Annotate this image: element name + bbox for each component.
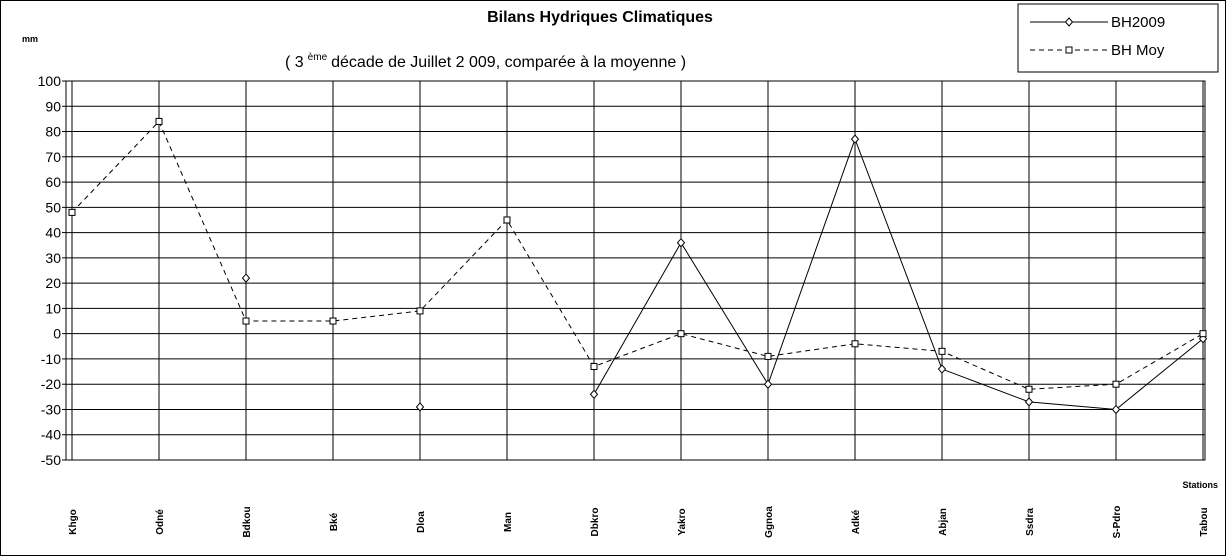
point-marker	[1064, 17, 1074, 27]
point-marker	[676, 237, 686, 248]
point-marker	[1065, 46, 1073, 54]
legend-label: BH Moy	[1111, 42, 1165, 59]
subtitle-start: ( 3	[285, 54, 304, 71]
point-marker	[329, 317, 337, 325]
point-marker	[677, 330, 685, 338]
y-tick-label: -40	[41, 427, 61, 443]
point-marker	[241, 273, 251, 283]
y-tick-label: 60	[45, 174, 61, 190]
y-tick-label: 50	[45, 199, 61, 215]
x-tick-label: Tabou	[1199, 507, 1210, 536]
y-tick-label: -30	[41, 401, 61, 417]
x-tick-label: Ssdra	[1025, 508, 1036, 536]
point-marker	[1111, 404, 1121, 415]
point-marker	[1112, 380, 1120, 388]
y-tick-label: 10	[45, 300, 61, 316]
point-marker	[155, 117, 163, 125]
x-tick-label: Yakro	[677, 508, 688, 535]
series-line	[593, 137, 1204, 410]
y-tick-label: -20	[41, 376, 61, 392]
y-tick-label: 0	[53, 326, 61, 342]
x-tick-label: Odné	[155, 509, 166, 535]
x-tick-label: Dbkro	[590, 508, 601, 537]
point-marker	[851, 340, 859, 348]
y-tick-label: 80	[45, 124, 61, 140]
x-tick-label: Man	[503, 512, 514, 532]
x-tick-label: Dloa	[416, 511, 427, 533]
y-tick-label: 70	[45, 149, 61, 165]
x-tick-label: Adké	[851, 509, 862, 534]
x-tick-label: Bdkou	[242, 506, 253, 537]
point-marker	[415, 402, 425, 412]
point-marker	[764, 352, 772, 360]
subtitle-end: décade de Juillet 2 009, comparée à la m…	[331, 54, 686, 71]
x-tick-label: Ggnoa	[764, 506, 775, 538]
point-marker	[503, 216, 511, 224]
y-unit: mm	[22, 34, 38, 44]
y-tick-label: 40	[45, 225, 61, 241]
legend-label: BH2009	[1111, 14, 1165, 31]
legend-box	[1017, 3, 1219, 73]
point-marker	[416, 307, 424, 315]
point-marker	[938, 347, 946, 355]
point-marker	[937, 364, 947, 374]
x-tick-label: Abjan	[938, 508, 949, 536]
y-tick-label: 90	[45, 98, 61, 114]
point-marker	[1199, 330, 1207, 338]
point-marker	[763, 379, 773, 389]
x-tick-label: Bké	[329, 512, 340, 531]
point-marker	[1025, 385, 1033, 393]
point-marker	[590, 363, 598, 371]
subtitle-superscript: ème	[308, 52, 328, 63]
point-marker	[850, 134, 860, 144]
point-marker	[1024, 397, 1034, 407]
y-tick-label: 30	[45, 250, 61, 266]
point-marker	[68, 208, 76, 216]
y-tick-label: -10	[41, 351, 61, 367]
x-tick-label: Khgo	[68, 509, 79, 535]
y-tick-label: 100	[38, 73, 62, 89]
x-tick-label: S-Pdro	[1112, 506, 1123, 539]
plot-frame	[65, 80, 1206, 461]
series-line	[71, 120, 1204, 390]
y-tick-label: 20	[45, 275, 61, 291]
y-tick-label: -50	[41, 452, 61, 468]
point-marker	[242, 317, 250, 325]
point-marker	[589, 389, 599, 400]
chart-title: Bilans Hydriques Climatiques	[487, 9, 713, 26]
chart-subtitle: ( 3 ème décade de Juillet 2 009, comparée …	[285, 52, 686, 71]
x-axis-label: Stations	[1182, 480, 1218, 490]
